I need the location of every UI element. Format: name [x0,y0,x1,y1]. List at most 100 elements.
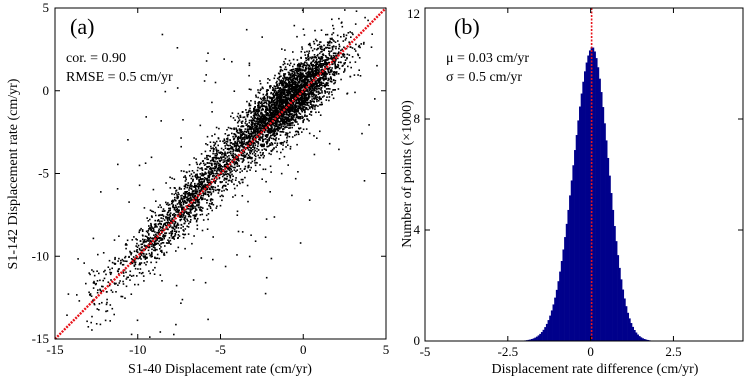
scatter-point [224,133,227,135]
scatter-point [214,167,217,170]
scatter-point [248,103,251,106]
scatter-point [171,226,173,229]
scatter-point [195,201,197,203]
scatter-point [242,158,245,161]
scatter-point [202,186,204,188]
scatter-point [202,184,205,187]
scatter-point [298,133,300,136]
scatter-point [284,108,287,110]
scatter-point [344,68,346,70]
scatter-point [105,273,107,276]
scatter-point [254,162,256,164]
scatter-point [215,146,217,149]
scatter-point [283,113,285,116]
scatter-point [357,74,359,76]
scatter-point [259,157,261,159]
scatter-point [314,104,317,107]
scatter-point [316,79,319,82]
scatter-point [279,134,282,136]
scatter-point [120,295,122,298]
scatter-point [229,158,232,161]
scatter-point [175,189,178,192]
scatter-point [307,96,309,98]
scatter-point [320,69,323,71]
scatter-point [265,110,267,112]
scatter-point [297,64,299,66]
scatter-point [297,109,300,112]
scatter-point [294,120,297,123]
scatter-point [199,186,201,188]
scatter-point [276,97,278,99]
scatter-point [189,216,192,218]
scatter-point [228,166,231,169]
scatter-point [320,58,322,60]
scatter-point [185,176,187,179]
scatter-point [208,179,211,181]
scatter-point [255,137,257,140]
scatter-point [241,145,243,147]
scatter-point [196,196,199,199]
scatter-point [323,72,325,74]
scatter-point [304,51,306,54]
scatter-point [308,70,310,73]
scatter-point [139,257,141,259]
scatter-point [314,29,316,32]
scatter-point [335,52,337,55]
scatter-point [260,125,263,127]
scatter-point [135,254,137,257]
scatter-point [247,165,249,167]
scatter-point [171,177,173,180]
scatter-point [226,134,229,137]
scatter-point [267,117,269,120]
scatter-point [212,147,214,149]
scatter-point [219,174,221,176]
scatter-point [316,85,319,87]
scatter-point [184,217,187,219]
scatter-point [273,103,276,106]
scatter-point [301,82,303,84]
scatter-point [260,127,262,129]
scatter-point [238,148,240,151]
scatter-point [302,93,304,96]
scatter-point [274,130,277,132]
scatter-point [332,60,335,62]
scatter-point [165,182,167,184]
scatter-point [294,107,296,110]
scatter-point [108,284,111,287]
scatter-point [244,156,247,158]
scatter-point [188,170,191,173]
scatter-point [236,131,239,134]
scatter-point [213,144,215,147]
scatter-point [216,172,218,175]
scatter-point [279,142,282,144]
scatter-point [264,115,266,118]
scatter-point [282,131,285,133]
scatter-point [262,156,265,159]
scatter-point [96,308,99,310]
scatter-point [255,125,258,127]
scatter-point [302,69,304,71]
scatter-point [337,61,340,64]
scatter-points [66,9,378,338]
scatter-point [293,124,295,127]
scatter-point [261,103,263,106]
scatter-point [281,91,284,94]
scatter-point [341,48,344,51]
scatter-point [321,73,324,76]
scatter-point [154,248,157,251]
scatter-point [264,117,266,119]
scatter-point [276,144,278,146]
scatter-point [282,78,285,80]
scatter-point [314,74,317,77]
scatter-point [138,248,141,251]
scatter-point [280,68,282,71]
scatter-point [261,123,264,126]
scatter-point [288,97,291,100]
scatter-point [237,159,240,162]
scatter-point [194,185,197,187]
scatter-point [331,33,333,36]
scatter-point [323,47,326,50]
scatter-point [288,109,291,112]
scatter-point [208,168,211,170]
scatter-point [316,98,319,101]
